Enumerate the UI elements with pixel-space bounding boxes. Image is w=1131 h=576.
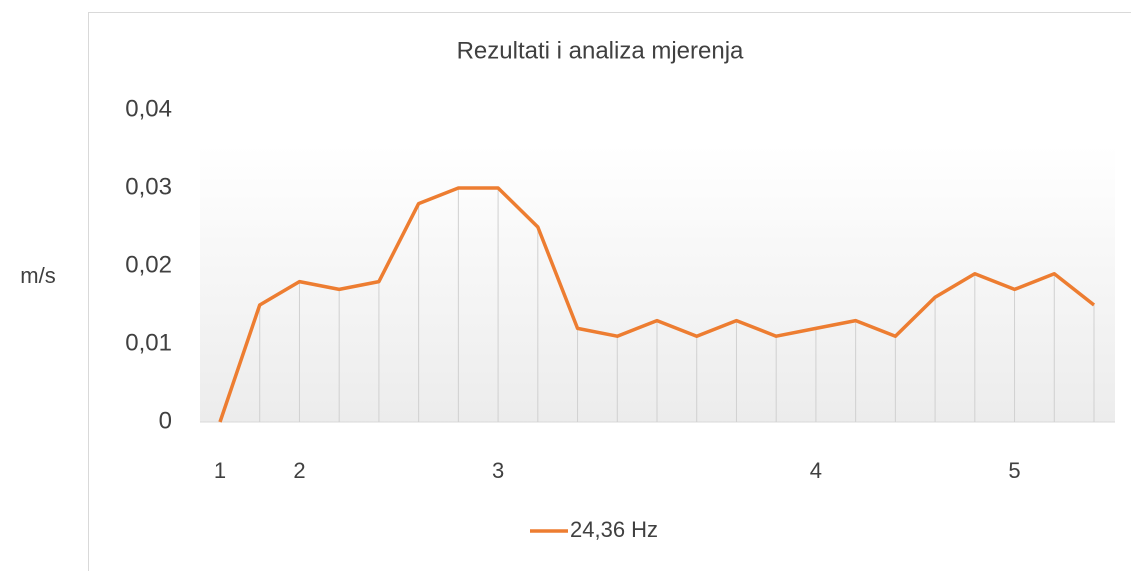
chart-title: Rezultati i analiza mjerenja — [457, 37, 744, 64]
y-tick-label: 0,04 — [125, 95, 172, 122]
y-axis-label: m/s — [20, 263, 55, 288]
x-tick-label: 4 — [810, 458, 822, 483]
x-tick-label: 1 — [214, 458, 226, 483]
y-tick-label: 0,02 — [125, 251, 172, 278]
x-tick-label: 5 — [1008, 458, 1020, 483]
x-tick-label: 3 — [492, 458, 504, 483]
x-tick-label: 2 — [293, 458, 305, 483]
legend-label: 24,36 Hz — [570, 517, 658, 542]
y-tick-label: 0,01 — [125, 329, 172, 356]
y-tick-label: 0,03 — [125, 173, 172, 200]
y-tick-label: 0 — [159, 407, 172, 434]
